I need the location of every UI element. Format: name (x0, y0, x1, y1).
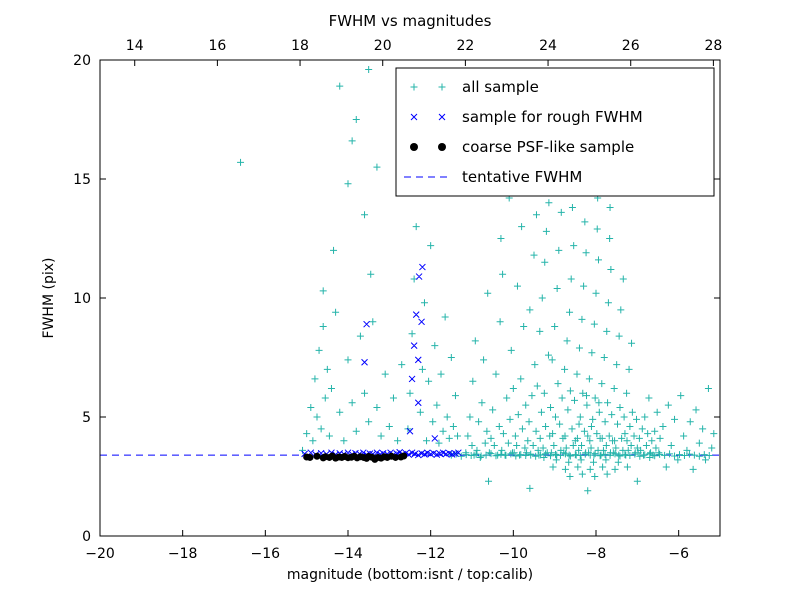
series-psf-like-points (303, 452, 408, 463)
y-axis-label: FWHM (pix) (41, 258, 57, 339)
x-axis-label: magnitude (bottom:isnt / top:calib) (287, 567, 533, 583)
legend-label-tentative-fwhm: tentative FWHM (462, 168, 582, 186)
chart-title: FWHM vs magnitudes (329, 12, 492, 30)
y-tick-label: 20 (73, 53, 91, 69)
y-tick-label: 15 (73, 172, 91, 188)
legend-marker-rough-fwhm (410, 113, 446, 121)
legend-label-all-sample: all sample (462, 78, 539, 96)
y-tick-label: 10 (73, 291, 91, 307)
x-tick-label-top: 24 (539, 38, 557, 54)
x-tick-label-top: 16 (208, 38, 226, 54)
axes-layer: −20 −18 −16 −14 −12 −10 −8 −6 14 16 18 20 22 24 26 28 0 5… (73, 38, 722, 562)
x-tick-label-top: 14 (126, 38, 144, 54)
y-tick-label: 0 (82, 529, 91, 545)
legend-label-rough-fwhm: sample for rough FWHM (462, 108, 643, 126)
x-tick-label-bottom: −10 (499, 546, 529, 562)
x-tick-label-bottom: −16 (251, 546, 281, 562)
legend-marker-all-sample (410, 83, 446, 91)
x-tick-label-bottom: −20 (85, 546, 115, 562)
x-tick-label-bottom: −6 (668, 546, 689, 562)
x-tick-label-bottom: −8 (586, 546, 607, 562)
tick-marks (99, 59, 720, 537)
x-tick-label-bottom: −12 (416, 546, 446, 562)
x-tick-label-bottom: −14 (333, 546, 363, 562)
legend: all sample sample for rough FWHM coarse … (395, 67, 715, 197)
x-tick-label-top: 20 (374, 38, 392, 54)
x-tick-label-top: 28 (704, 38, 722, 54)
legend-marker-psf-like (438, 143, 446, 151)
x-tick-label-top: 18 (291, 38, 309, 54)
y-tick-label: 5 (82, 410, 91, 426)
legend-marker-psf-like (410, 143, 418, 151)
x-tick-label-bottom: −18 (168, 546, 198, 562)
x-tick-label-top: 26 (622, 38, 640, 54)
points-layer (237, 66, 718, 495)
legend-markers (404, 83, 452, 178)
legend-box (395, 67, 715, 197)
x-tick-label-top: 22 (456, 38, 474, 54)
legend-label-psf-like: coarse PSF-like sample (462, 138, 634, 156)
